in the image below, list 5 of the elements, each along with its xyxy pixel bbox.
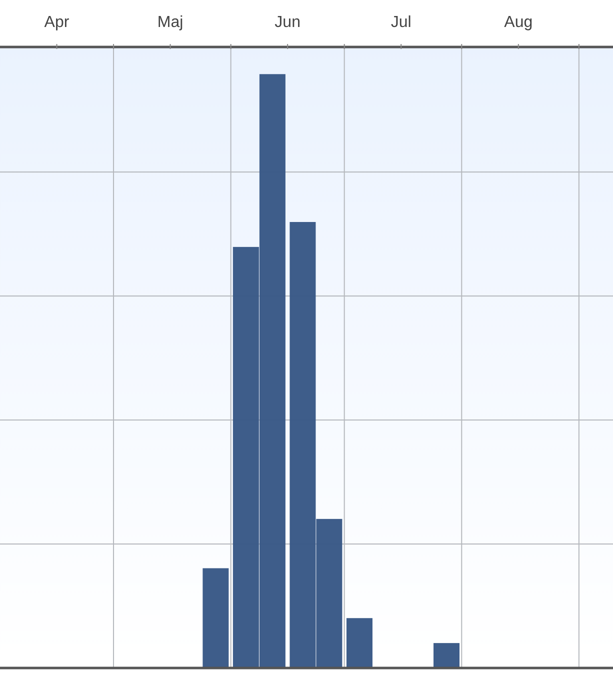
x-tick-label: Maj xyxy=(157,14,184,31)
x-tick-label: Jul xyxy=(390,14,412,31)
x-tick-label: Jun xyxy=(274,14,300,31)
x-tick-label: Apr xyxy=(44,14,70,31)
x-tick-label: Aug xyxy=(504,14,533,31)
